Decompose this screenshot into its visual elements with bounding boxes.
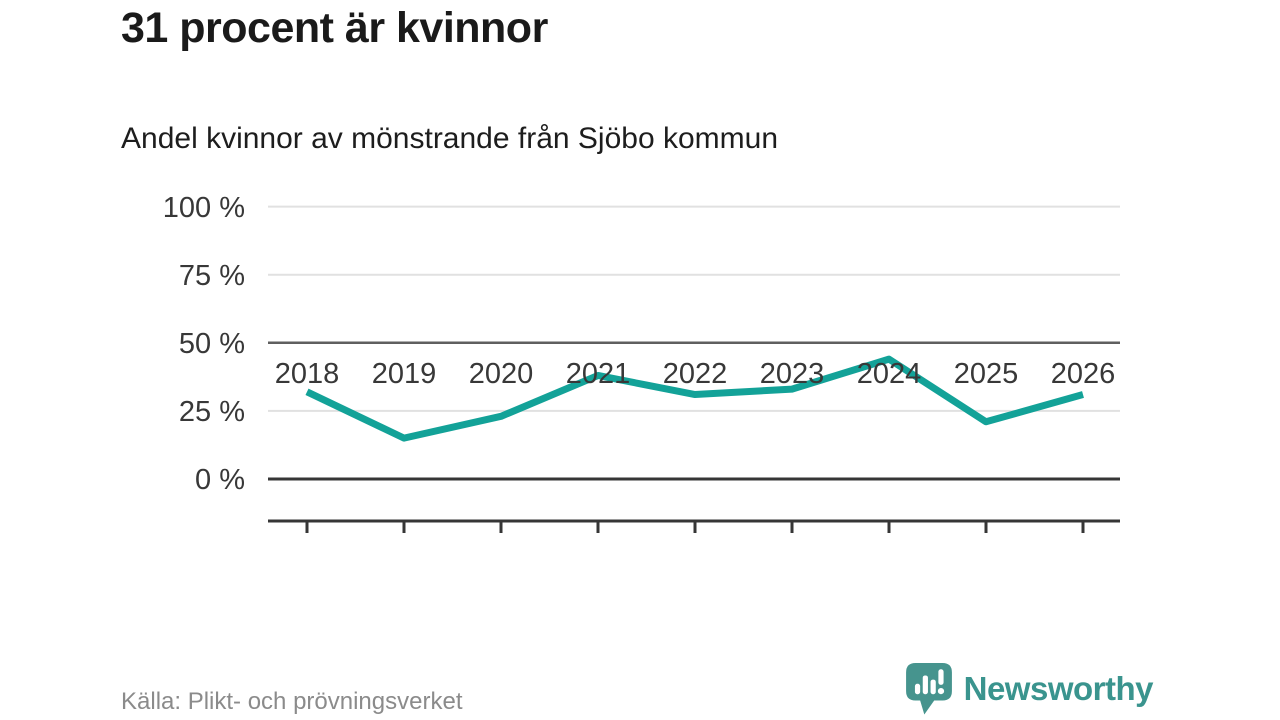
brand-logo: Newsworthy xyxy=(904,660,1154,718)
x-axis-label: 2022 xyxy=(663,358,728,390)
source-note: Källa: Plikt- och prövningsverket xyxy=(121,688,463,715)
x-axis-label: 2019 xyxy=(372,358,437,390)
y-axis-label: 50 % xyxy=(179,328,245,360)
x-axis-label: 2023 xyxy=(760,358,825,390)
x-axis-label: 2024 xyxy=(857,358,922,390)
brand-name: Newsworthy xyxy=(963,670,1154,707)
data-line-women-share xyxy=(305,355,1084,442)
x-axis-label: 2021 xyxy=(566,358,631,390)
newsworthy-logo-icon xyxy=(905,662,952,715)
page-title: 31 procent är kvinnor xyxy=(121,4,548,52)
x-axis-label: 2018 xyxy=(275,358,340,390)
y-axis-label: 0 % xyxy=(195,464,245,496)
x-axis-label: 2026 xyxy=(1051,358,1116,390)
y-axis-label: 100 % xyxy=(163,192,245,224)
y-axis-label: 75 % xyxy=(179,260,245,292)
x-axis-label: 2025 xyxy=(954,358,1019,390)
x-axis-label: 2020 xyxy=(469,358,534,390)
chart-subtitle: Andel kvinnor av mönstrande från Sjöbo k… xyxy=(121,122,779,155)
line-chart: 0 % 25 % 50 % 75 % 100 % 2018 2019 2020 2021 2022… xyxy=(163,192,1120,533)
y-axis-label: 25 % xyxy=(179,396,245,428)
